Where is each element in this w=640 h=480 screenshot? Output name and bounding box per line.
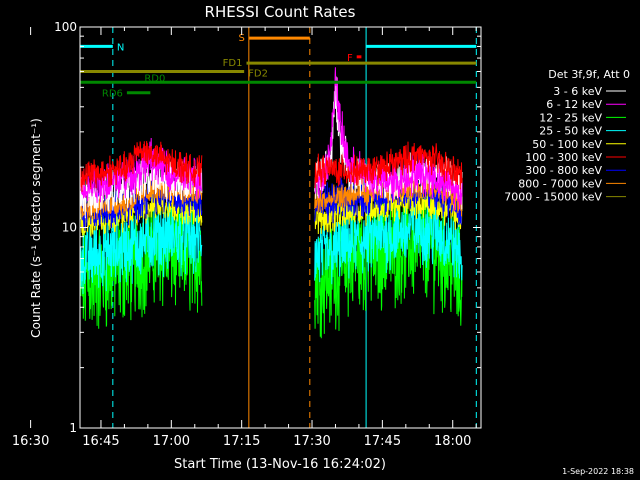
legend-entry-label: 7000 - 15000 keV bbox=[504, 191, 602, 204]
x-tick-label: 17:00 bbox=[153, 434, 190, 449]
flag-bars: N S F FD1 FD2 RD0 RD6 bbox=[80, 33, 477, 100]
flag-label-rd6: RD6 bbox=[102, 89, 123, 100]
x-tick-label: 17:30 bbox=[293, 434, 330, 449]
legend-entry-label: 6 - 12 keV bbox=[546, 98, 602, 111]
series-line-100-300-kev bbox=[79, 141, 463, 192]
legend-entry-label: 300 - 800 keV bbox=[525, 164, 602, 177]
legend-entry-label: 25 - 50 keV bbox=[539, 125, 602, 138]
legend-entry-label: 12 - 25 keV bbox=[539, 111, 602, 124]
y-tick-label: 100 bbox=[54, 20, 77, 34]
legend-entry-label: 3 - 6 keV bbox=[553, 85, 602, 98]
footer-timestamp: 1-Sep-2022 18:38 bbox=[562, 467, 634, 476]
x-tick-label: 17:15 bbox=[223, 434, 260, 449]
y-tick-label: 10 bbox=[62, 221, 77, 235]
x-tick-label: 16:45 bbox=[82, 434, 119, 449]
y-axis-label: Count Rate (s⁻¹ detector segment⁻¹) bbox=[29, 118, 43, 338]
y-tick-label: 1 bbox=[69, 421, 77, 435]
x-axis-label: Start Time (13-Nov-16 16:24:02) bbox=[174, 457, 386, 472]
flag-label-rd0: RD0 bbox=[144, 73, 165, 84]
legend-entry-label: 50 - 100 keV bbox=[532, 138, 602, 151]
legend-entry-label: 100 - 300 keV bbox=[525, 151, 602, 164]
flag-label-s: S bbox=[238, 33, 244, 44]
legend-header: Det 3f,9f, Att 0 bbox=[548, 68, 630, 81]
x-tick-label: 18:00 bbox=[434, 434, 471, 449]
series-lines bbox=[79, 67, 463, 339]
x-tick-label: 17:45 bbox=[364, 434, 401, 449]
flag-label-n: N bbox=[117, 42, 124, 53]
flag-label-f: F bbox=[347, 53, 353, 64]
axes: 1 10 100 16:30 16:45 17:00 17:15 17:30 17:45 18:0… bbox=[12, 20, 482, 449]
flag-label-fd1: FD1 bbox=[223, 58, 243, 69]
chart-title: RHESSI Count Rates bbox=[205, 3, 356, 21]
flag-label-fd2: FD2 bbox=[248, 68, 268, 79]
legend-entry-label: 800 - 7000 keV bbox=[518, 177, 602, 190]
x-tick-label: 16:30 bbox=[12, 434, 49, 449]
